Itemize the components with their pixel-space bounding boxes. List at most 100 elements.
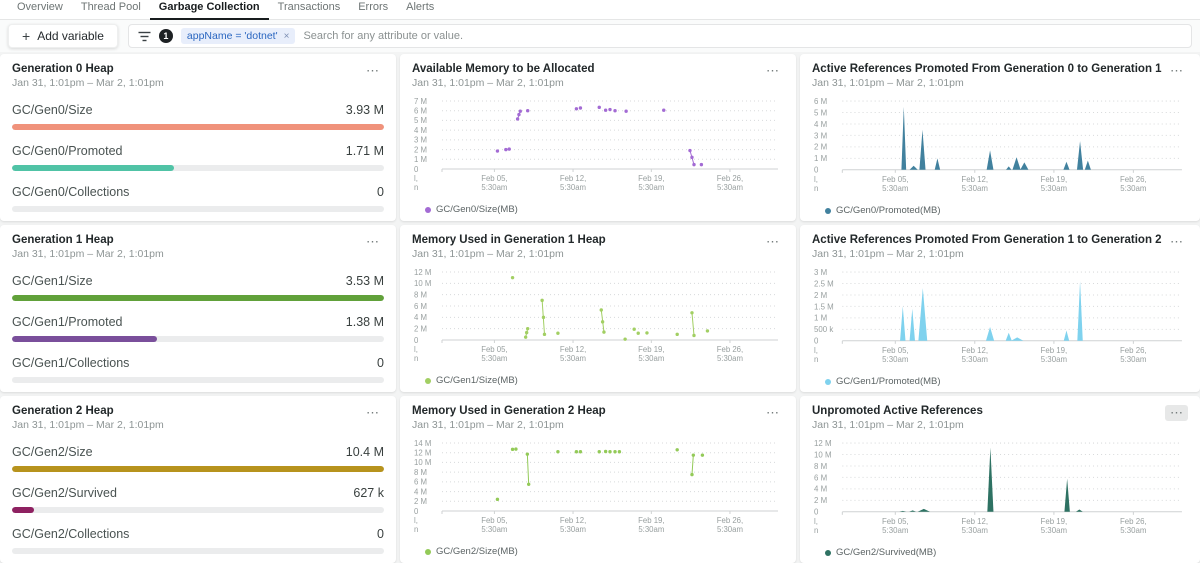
metric-bar-fill <box>12 124 384 130</box>
svg-text:Feb 26,: Feb 26, <box>1120 175 1147 184</box>
svg-text:2.5 M: 2.5 M <box>814 279 834 288</box>
panel-menu-button[interactable]: ⋯ <box>361 234 384 250</box>
filter-search-box[interactable]: 1 appName = 'dotnet' × Search for any at… <box>128 24 1192 48</box>
svg-text:5:30am: 5:30am <box>481 183 507 192</box>
tab-garbage-collection[interactable]: Garbage Collection <box>150 0 269 20</box>
tab-thread-pool[interactable]: Thread Pool <box>72 0 150 20</box>
svg-text:4 M: 4 M <box>814 120 827 129</box>
svg-text:12 M: 12 M <box>414 268 431 277</box>
metric-value: 10.4 M <box>346 445 384 459</box>
tab-errors[interactable]: Errors <box>349 0 397 20</box>
svg-text:4 M: 4 M <box>414 313 427 322</box>
chart-area[interactable]: 02 M4 M6 M8 M10 M12 M14 Ml,nFeb 05,5:30a… <box>412 437 784 545</box>
svg-text:3 M: 3 M <box>814 268 827 277</box>
panel-title: Generation 2 Heap <box>12 405 164 417</box>
panel-time-range: Jan 31, 1:01pm – Mar 2, 1:01pm <box>412 419 606 431</box>
svg-text:5:30am: 5:30am <box>638 525 664 534</box>
svg-text:Feb 12,: Feb 12, <box>961 346 988 355</box>
svg-text:Feb 19,: Feb 19, <box>1041 517 1068 526</box>
metric-bar-track <box>12 466 384 472</box>
chart-area[interactable]: 01 M2 M3 M4 M5 M6 M7 Ml,nFeb 05,5:30amFe… <box>412 95 784 203</box>
tab-overview[interactable]: Overview <box>8 0 72 20</box>
search-placeholder[interactable]: Search for any attribute or value. <box>303 30 463 42</box>
chart-legend: GC/Gen1/Size(MB) <box>412 375 784 386</box>
metric-bar-fill <box>12 507 34 513</box>
panel-menu-button[interactable]: ⋯ <box>1165 234 1188 250</box>
legend-dot <box>425 207 431 213</box>
metric-labels: GC/Gen1/Size3.53 M <box>12 274 384 288</box>
metric-bar-track <box>12 507 384 513</box>
chart-panel: Active References Promoted From Generati… <box>800 54 1200 221</box>
svg-text:5 M: 5 M <box>414 116 427 125</box>
svg-text:6 M: 6 M <box>814 473 827 482</box>
svg-text:5:30am: 5:30am <box>1120 526 1147 535</box>
tab-transactions[interactable]: Transactions <box>269 0 350 20</box>
svg-text:1.5 M: 1.5 M <box>814 302 834 311</box>
panel-menu-button[interactable]: ⋯ <box>1165 405 1188 421</box>
panel-title: Active References Promoted From Generati… <box>812 234 1162 246</box>
svg-text:5:30am: 5:30am <box>1041 184 1068 193</box>
chart-panel: Memory Used in Generation 2 HeapJan 31, … <box>400 396 796 563</box>
svg-text:10 M: 10 M <box>414 279 431 288</box>
chart-area[interactable]: 02 M4 M6 M8 M10 M12 Ml,nFeb 05,5:30amFeb… <box>812 437 1188 546</box>
svg-text:4 M: 4 M <box>814 485 827 494</box>
chart-svg: 02 M4 M6 M8 M10 M12 Ml,nFeb 05,5:30amFeb… <box>812 437 1188 546</box>
metric-name: GC/Gen0/Size <box>12 103 93 117</box>
svg-text:Feb 26,: Feb 26, <box>717 345 743 354</box>
metric-name: GC/Gen2/Size <box>12 445 93 459</box>
svg-text:Feb 05,: Feb 05, <box>481 174 507 183</box>
panel-menu-button[interactable]: ⋯ <box>761 234 784 250</box>
panel-title: Memory Used in Generation 1 Heap <box>412 234 606 246</box>
panel-header: Generation 2 HeapJan 31, 1:01pm – Mar 2,… <box>12 405 384 431</box>
chart-area[interactable]: 02 M4 M6 M8 M10 M12 Ml,nFeb 05,5:30amFeb… <box>412 266 784 374</box>
svg-text:0: 0 <box>414 336 419 345</box>
svg-text:0: 0 <box>814 166 819 175</box>
panel-menu-button[interactable]: ⋯ <box>761 405 784 421</box>
svg-text:Feb 05,: Feb 05, <box>882 346 909 355</box>
legend-label: GC/Gen1/Promoted(MB) <box>836 376 941 387</box>
metric-labels: GC/Gen0/Size3.93 M <box>12 103 384 117</box>
svg-text:5:30am: 5:30am <box>638 354 664 363</box>
svg-text:8 M: 8 M <box>814 462 827 471</box>
panel-title-block: Generation 1 HeapJan 31, 1:01pm – Mar 2,… <box>12 234 164 260</box>
chart-legend: GC/Gen2/Survived(MB) <box>812 547 1188 558</box>
legend-label: GC/Gen1/Size(MB) <box>436 375 518 386</box>
panel-menu-button[interactable]: ⋯ <box>761 63 784 79</box>
billboard-panel: Generation 1 HeapJan 31, 1:01pm – Mar 2,… <box>0 225 396 392</box>
metric-labels: GC/Gen2/Collections 0 <box>12 527 384 541</box>
metric-row: GC/Gen0/Collections0 <box>12 185 384 212</box>
metric-bar-track <box>12 548 384 554</box>
svg-text:14 M: 14 M <box>414 439 431 448</box>
metric-labels: GC/Gen2/Survived627 k <box>12 486 384 500</box>
metric-value: 0 <box>377 527 384 541</box>
svg-text:1 M: 1 M <box>814 314 827 323</box>
legend-dot <box>425 378 431 384</box>
panel-menu-button[interactable]: ⋯ <box>361 63 384 79</box>
svg-text:n: n <box>414 354 418 363</box>
add-variable-button[interactable]: + Add variable <box>8 24 118 48</box>
panel-time-range: Jan 31, 1:01pm – Mar 2, 1:01pm <box>12 248 164 260</box>
panel-title-block: Unpromoted Active ReferencesJan 31, 1:01… <box>812 405 983 431</box>
panel-title: Active References Promoted From Generati… <box>812 63 1162 75</box>
chart-panel: Active References Promoted From Generati… <box>800 225 1200 392</box>
panel-menu-button[interactable]: ⋯ <box>1165 63 1188 79</box>
svg-text:1 M: 1 M <box>814 154 827 163</box>
chart-area[interactable]: 01 M2 M3 M4 M5 M6 Ml,nFeb 05,5:30amFeb 1… <box>812 95 1188 204</box>
filter-chip-appname[interactable]: appName = 'dotnet' × <box>181 28 296 44</box>
svg-text:5:30am: 5:30am <box>1120 355 1147 364</box>
svg-text:n: n <box>414 183 418 192</box>
metric-name: GC/Gen2/Collections <box>12 527 129 541</box>
panel-time-range: Jan 31, 1:01pm – Mar 2, 1:01pm <box>12 77 164 89</box>
panel-time-range: Jan 31, 1:01pm – Mar 2, 1:01pm <box>812 248 1162 260</box>
chart-svg: 0500 k1 M1.5 M2 M2.5 M3 Ml,nFeb 05,5:30a… <box>812 266 1188 375</box>
metric-row: GC/Gen0/Size3.93 M <box>12 103 384 130</box>
chart-area[interactable]: 0500 k1 M1.5 M2 M2.5 M3 Ml,nFeb 05,5:30a… <box>812 266 1188 375</box>
tab-alerts[interactable]: Alerts <box>397 0 443 20</box>
chart-svg: 02 M4 M6 M8 M10 M12 Ml,nFeb 05,5:30amFeb… <box>412 266 784 374</box>
svg-text:0: 0 <box>814 508 819 517</box>
svg-text:Feb 12,: Feb 12, <box>560 516 586 525</box>
svg-text:3 M: 3 M <box>814 131 827 140</box>
plus-icon: + <box>22 29 30 43</box>
chip-close-icon[interactable]: × <box>284 31 290 42</box>
panel-menu-button[interactable]: ⋯ <box>361 405 384 421</box>
